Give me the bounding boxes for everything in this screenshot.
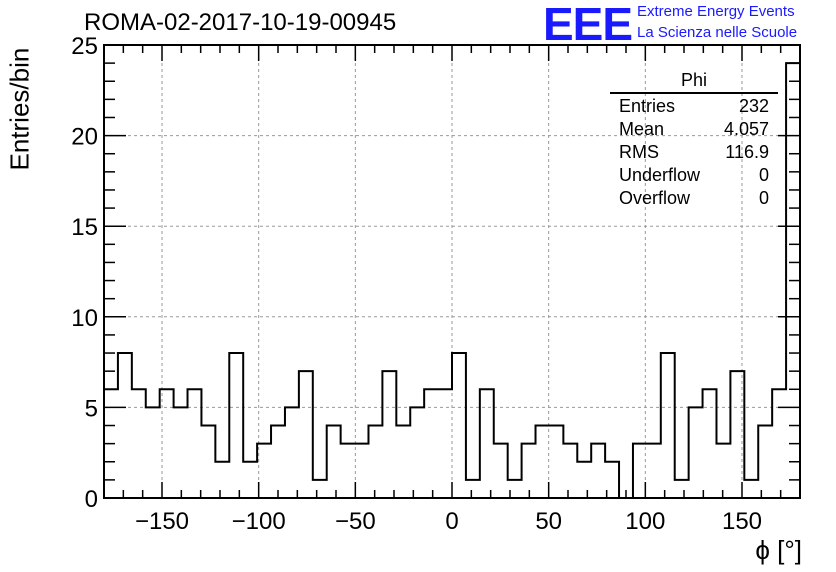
histogram-bin bbox=[313, 480, 327, 498]
histogram-bin bbox=[563, 444, 577, 498]
histogram-bin bbox=[536, 426, 550, 498]
y-axis-label: Entries/bin bbox=[4, 47, 35, 171]
x-axis-label: ϕ [°] bbox=[755, 535, 802, 565]
histogram-bin bbox=[591, 444, 605, 498]
logo-line-1: Extreme Energy Events bbox=[637, 3, 795, 20]
histogram-bin bbox=[271, 426, 285, 498]
x-tick-label: 50 bbox=[535, 508, 562, 535]
histogram-bin bbox=[355, 444, 369, 498]
stats-value: 232 bbox=[738, 96, 769, 116]
histogram-bin bbox=[452, 353, 466, 498]
stats-label: Underflow bbox=[619, 165, 701, 185]
histogram-bin bbox=[396, 426, 410, 498]
y-tick-label: 10 bbox=[71, 305, 98, 332]
histogram-bin bbox=[703, 389, 717, 498]
histogram-bin bbox=[424, 389, 438, 498]
stats-label: Mean bbox=[619, 119, 665, 139]
x-tick-label: 100 bbox=[625, 508, 665, 535]
histogram-bin bbox=[201, 426, 215, 498]
x-tick-label: 0 bbox=[445, 508, 458, 535]
histogram-bin bbox=[132, 389, 146, 498]
histogram-bin bbox=[341, 444, 355, 498]
histogram-bin bbox=[368, 426, 382, 498]
histogram-bin bbox=[466, 480, 480, 498]
stats-value: 0 bbox=[758, 165, 769, 185]
histogram-bin bbox=[772, 389, 786, 498]
stats-label: Entries bbox=[619, 96, 676, 116]
y-tick-label: 15 bbox=[71, 214, 98, 241]
histogram-bin bbox=[689, 407, 703, 498]
histogram-bin bbox=[299, 371, 313, 498]
histogram-bin bbox=[438, 389, 452, 498]
eee-logo: EEE bbox=[543, 0, 633, 50]
stats-value: 0 bbox=[758, 188, 769, 208]
stats-box: Phi Entries 232 Mean 4.057 RMS 116.9 Und… bbox=[610, 70, 778, 210]
histogram-bin bbox=[174, 407, 188, 498]
logo-line-2: La Scienza nelle Scuole bbox=[637, 24, 798, 41]
x-tick-label: −100 bbox=[232, 508, 286, 535]
histogram-bin bbox=[118, 353, 132, 498]
histogram-bin bbox=[522, 444, 536, 498]
stats-value: 4.057 bbox=[723, 119, 769, 139]
histogram-bin bbox=[327, 426, 341, 498]
histogram-bin bbox=[215, 462, 229, 498]
histogram-bin bbox=[146, 407, 160, 498]
histogram-bin bbox=[716, 444, 730, 498]
histogram-bin bbox=[480, 389, 494, 498]
histogram-bin bbox=[382, 371, 396, 498]
y-tick-label: 20 bbox=[71, 124, 98, 151]
histogram-bin bbox=[758, 426, 772, 498]
histogram-bin bbox=[647, 444, 661, 498]
histogram-bin bbox=[188, 389, 202, 498]
stats-row-overflow: Overflow 0 bbox=[610, 187, 778, 210]
histogram-bin bbox=[744, 480, 758, 498]
histogram-bin bbox=[577, 462, 591, 498]
stats-row-rms: RMS 116.9 bbox=[610, 141, 778, 164]
histogram-bin bbox=[410, 407, 424, 498]
x-tick-label: 150 bbox=[722, 508, 762, 535]
stats-label: Overflow bbox=[619, 188, 691, 208]
stats-label: RMS bbox=[619, 142, 659, 162]
y-tick-label: 0 bbox=[85, 486, 98, 513]
histogram-bin bbox=[661, 353, 675, 498]
histogram-bin bbox=[494, 444, 508, 498]
stats-row-underflow: Underflow 0 bbox=[610, 164, 778, 187]
stats-row-mean: Mean 4.057 bbox=[610, 118, 778, 141]
histogram-bin bbox=[243, 462, 257, 498]
x-tick-label: −150 bbox=[135, 508, 189, 535]
histogram-bin bbox=[229, 353, 243, 498]
stats-value: 116.9 bbox=[725, 142, 769, 162]
y-tick-label: 25 bbox=[71, 33, 98, 60]
x-tick-label: −50 bbox=[335, 508, 376, 535]
histogram-bin bbox=[549, 426, 563, 498]
y-tick-label: 5 bbox=[85, 395, 98, 422]
stats-row-entries: Entries 232 bbox=[610, 95, 778, 118]
histogram-series bbox=[103, 62, 801, 499]
histogram-bin bbox=[675, 480, 689, 498]
stats-title: Phi bbox=[610, 70, 778, 94]
histogram-bin bbox=[285, 407, 299, 498]
plot-title: ROMA-02-2017-10-19-00945 bbox=[84, 9, 397, 36]
